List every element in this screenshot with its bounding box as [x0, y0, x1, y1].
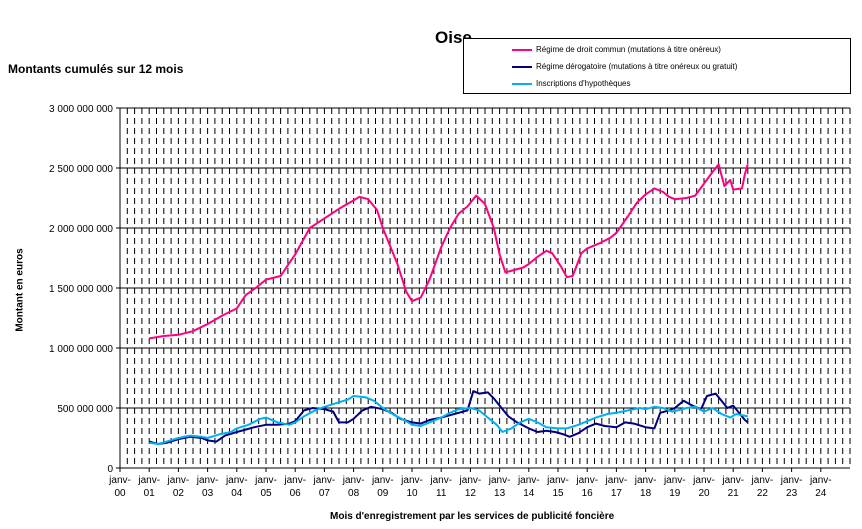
x-tick-label: 11	[436, 488, 447, 499]
x-tick-label: 16	[582, 488, 594, 499]
chart-subtitle: Montants cumulés sur 12 mois	[8, 62, 184, 76]
x-tick-label: janv-	[283, 475, 306, 486]
x-tick-label: janv-	[137, 475, 160, 486]
x-tick-label: janv-	[459, 475, 482, 486]
x-tick-label: janv-	[721, 475, 744, 486]
x-tick-label: janv-	[546, 475, 569, 486]
x-tick-label: janv-	[780, 475, 803, 486]
x-tick-label: janv-	[429, 475, 452, 486]
series-line-0	[149, 163, 749, 340]
x-tick-label: janv-	[517, 475, 540, 486]
x-tick-label: 06	[290, 488, 302, 499]
x-tick-label: janv-	[313, 475, 336, 486]
x-tick-label: 20	[698, 488, 710, 499]
x-tick-label: 07	[319, 488, 331, 499]
x-tick-label: 24	[815, 488, 827, 499]
chart-legend: Régime de droit commun (mutations à titr…	[463, 38, 851, 94]
legend-label-derogatoire: Régime dérogatoire (mutations à titre on…	[536, 62, 738, 71]
x-tick-label: 08	[348, 488, 360, 499]
x-tick-label: 01	[144, 488, 156, 499]
y-tick-label: 2 500 000 000	[49, 164, 113, 175]
chart-grid	[116, 107, 851, 472]
y-tick-label: 3 000 000 000	[49, 104, 113, 115]
x-tick-label: janv-	[809, 475, 832, 486]
y-tick-label: 1 000 000 000	[49, 344, 113, 355]
legend-swatch-droit-commun	[512, 49, 532, 51]
x-tick-label: janv-	[692, 475, 715, 486]
x-tick-label: janv-	[167, 475, 190, 486]
x-axis-label: Mois d'enregistrement par les services d…	[330, 511, 615, 522]
y-axis-label: Montant en euros	[14, 248, 26, 332]
legend-item-hypotheques: Inscriptions d'hypothèques	[512, 77, 631, 91]
x-tick-label: janv-	[605, 475, 628, 486]
x-tick-label: 04	[231, 488, 243, 499]
x-tick-label: janv-	[400, 475, 423, 486]
x-tick-label: 18	[640, 488, 652, 499]
legend-item-derogatoire: Régime dérogatoire (mutations à titre on…	[512, 60, 738, 74]
x-tick-label: janv-	[634, 475, 657, 486]
x-tick-label: 22	[757, 488, 769, 499]
x-tick-label: 03	[202, 488, 214, 499]
x-tick-label: janv-	[751, 475, 774, 486]
x-tick-label: 19	[669, 488, 681, 499]
series-line-1	[148, 390, 749, 445]
x-tick-label: 13	[494, 488, 506, 499]
x-tick-label: janv-	[225, 475, 248, 486]
x-tick-label: 17	[611, 488, 623, 499]
x-tick-label: 12	[465, 488, 477, 499]
x-tick-label: janv-	[663, 475, 686, 486]
x-tick-label: 10	[406, 488, 418, 499]
legend-swatch-derogatoire	[512, 66, 532, 68]
x-tick-label: 14	[523, 488, 535, 499]
y-tick-label: 500 000 000	[57, 404, 113, 415]
series-line-2	[149, 395, 749, 445]
legend-label-hypotheques: Inscriptions d'hypothèques	[536, 79, 631, 88]
x-tick-label: janv-	[254, 475, 277, 486]
legend-item-droit-commun: Régime de droit commun (mutations à titr…	[512, 43, 721, 57]
x-tick-label: janv-	[342, 475, 365, 486]
chart-title: Oise	[435, 28, 472, 47]
x-tick-label: 23	[786, 488, 798, 499]
x-tick-label: 09	[377, 488, 389, 499]
y-tick-label: 0	[107, 464, 113, 475]
x-tick-label: janv-	[488, 475, 511, 486]
y-tick-label: 1 500 000 000	[49, 284, 113, 295]
chart-ticks: 0 500 000 000 1 000 000 000 1 500 000 000 2 …	[49, 104, 832, 499]
x-tick-label: janv-	[108, 475, 131, 486]
chart-series	[148, 163, 749, 445]
x-tick-label: 05	[260, 488, 272, 499]
x-tick-label: 15	[552, 488, 564, 499]
legend-swatch-hypotheques	[512, 83, 532, 85]
x-tick-label: 02	[173, 488, 185, 499]
x-tick-label: janv-	[371, 475, 394, 486]
legend-label-droit-commun: Régime de droit commun (mutations à titr…	[536, 45, 721, 54]
y-tick-label: 2 000 000 000	[49, 224, 113, 235]
x-tick-label: janv-	[196, 475, 219, 486]
x-tick-label: janv-	[575, 475, 598, 486]
x-tick-label: 21	[728, 488, 740, 499]
x-tick-label: 00	[114, 488, 126, 499]
